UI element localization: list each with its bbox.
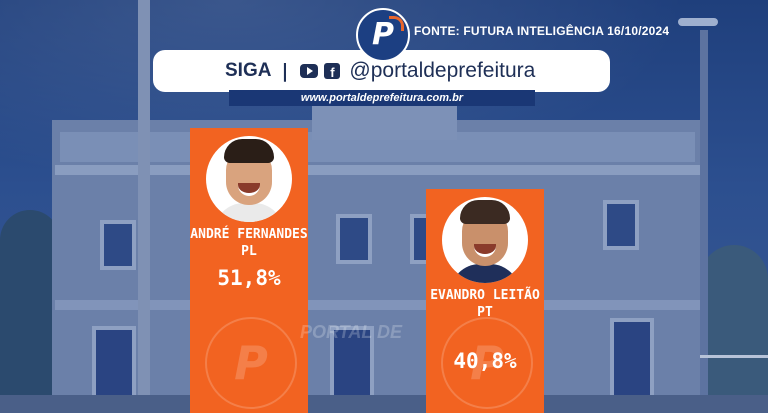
value-label: 51,8% xyxy=(217,266,281,290)
social-handle[interactable]: @portaldeprefeitura xyxy=(349,59,536,82)
street-lamp xyxy=(678,18,718,26)
building-window xyxy=(336,214,372,264)
separator: | xyxy=(281,60,289,82)
street xyxy=(0,395,768,413)
youtube-icon[interactable] xyxy=(300,64,319,78)
building-window xyxy=(100,220,136,270)
watermark-logo: P xyxy=(205,317,297,409)
candidate-party: PT xyxy=(477,305,493,320)
watermark-logo: P xyxy=(441,317,533,409)
building-door xyxy=(610,318,654,404)
signal-waves-icon xyxy=(389,16,404,31)
logo-letter: P xyxy=(372,17,394,52)
candidate-photo xyxy=(442,197,528,283)
tree-right xyxy=(700,245,768,413)
watermark-text: PORTAL DE xyxy=(300,322,403,342)
candidate-name: ANDRÉ FERNANDES xyxy=(190,227,308,242)
building-window xyxy=(603,200,639,250)
street-lamp-pole xyxy=(700,30,708,413)
candidate-party: PL xyxy=(241,244,257,259)
candidate-photo xyxy=(206,136,292,222)
follow-label: SIGA xyxy=(225,60,272,81)
facebook-icon[interactable]: f xyxy=(324,63,341,79)
source-label: FONTE: FUTURA INTELIGÊNCIA 16/10/2024 xyxy=(414,24,670,38)
logo-icon[interactable]: P xyxy=(356,8,410,62)
building-cornice xyxy=(55,165,700,175)
candidate-name: EVANDRO LEITÃO xyxy=(430,288,540,303)
building-cornice-lower xyxy=(55,300,700,310)
value-label: 40,8% xyxy=(453,349,517,373)
street-pole xyxy=(138,0,150,413)
tree-left xyxy=(0,210,60,413)
fence xyxy=(700,355,768,388)
website-url[interactable]: www.portaldeprefeitura.com.br xyxy=(229,90,535,106)
